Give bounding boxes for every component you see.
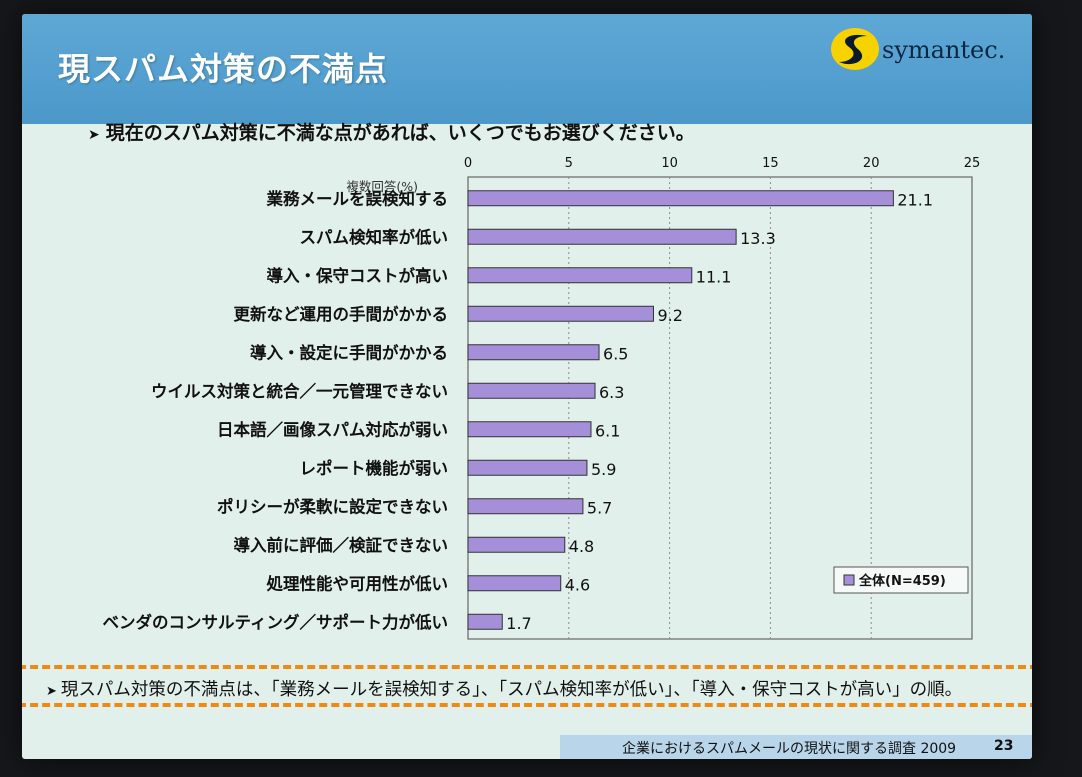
category-label: 業務メールを誤検知する <box>267 188 449 208</box>
category-label: ポリシーが柔軟に設定できない <box>217 496 448 516</box>
category-label: 更新など運用の手間がかかる <box>234 304 449 324</box>
slide-subtitle: ➤ 現在のスパム対策に不満な点があれば、いくつでもお選びください。 <box>88 118 695 145</box>
bar <box>467 305 654 322</box>
bullet-arrow-icon: ➤ <box>88 127 100 143</box>
bar <box>467 613 503 630</box>
slide-title: 現スパム対策の不満点 <box>58 50 389 88</box>
legend-swatch <box>843 574 855 586</box>
category-label: 導入前に評価／検証できない <box>234 535 449 555</box>
data-label: 4.8 <box>569 537 594 556</box>
bar <box>467 382 596 399</box>
category-label: レポート機能が弱い <box>300 458 449 478</box>
category-label: 導入・保守コストが高い <box>267 265 449 285</box>
category-label: スパム検知率が低い <box>300 227 449 247</box>
data-label: 6.3 <box>599 383 624 402</box>
legend-box <box>833 566 969 594</box>
footer-text: 企業におけるスパムメールの現状に関する調査 2009 <box>622 741 957 757</box>
subtitle-text: 現在のスパム対策に不満な点があれば、いくつでもお選びください。 <box>105 122 695 144</box>
category-label: ベンダのコンサルティング／サポート力が低い <box>102 612 448 632</box>
category-label: ウイルス対策と統合／一元管理できない <box>151 381 448 401</box>
bar <box>467 344 600 361</box>
brand-name: symantec. <box>882 36 1006 64</box>
data-label: 21.1 <box>897 190 933 209</box>
x-tick-label: 15 <box>762 156 779 171</box>
data-label: 6.1 <box>595 421 620 440</box>
data-label: 13.3 <box>740 229 776 248</box>
bar <box>467 536 566 553</box>
data-label: 5.9 <box>591 460 616 479</box>
category-label: 日本語／画像スパム対応が弱い <box>217 419 448 439</box>
footer-bar <box>560 735 1032 759</box>
data-label: 4.6 <box>565 575 590 594</box>
legend-label: 全体(N=459) <box>858 573 946 589</box>
summary-box: ➤ 現スパム対策の不満点は、「業務メールを誤検知する」、「スパム検知率が低い」、「… <box>22 665 1032 707</box>
summary-text: 現スパム対策の不満点は、「業務メールを誤検知する」、「スパム検知率が低い」、「導… <box>60 680 963 700</box>
unit-label: 複数回答(%) <box>346 179 418 194</box>
data-label: 6.5 <box>603 344 628 363</box>
symantec-logo-icon <box>831 28 879 70</box>
bar <box>467 459 588 476</box>
data-label: 5.7 <box>587 498 612 517</box>
summary-arrow-icon: ➤ <box>46 684 57 699</box>
bar <box>467 421 592 438</box>
data-label: 11.1 <box>696 267 732 286</box>
slide: 現スパム対策の不満点 symantec. ➤ 現在のスパム対策に不満な点があれば、… <box>22 14 1032 759</box>
x-tick-label: 0 <box>464 156 472 171</box>
data-label: 9.2 <box>657 306 682 325</box>
bar <box>467 267 693 284</box>
bar <box>467 498 584 515</box>
category-label: 導入・設定に手間がかかる <box>250 342 448 362</box>
x-tick-label: 20 <box>863 156 880 171</box>
x-tick-label: 10 <box>661 156 678 171</box>
bar <box>467 575 562 592</box>
x-tick-label: 5 <box>565 156 573 171</box>
bar <box>467 190 894 207</box>
bar-chart: 0 5 10 15 20 25 複数回答(%)業務メールを誤検知する 21.1 スパム検知率が低… <box>102 156 981 640</box>
category-label: 処理性能や可用性が低い <box>266 573 449 593</box>
plot-area <box>467 176 973 640</box>
data-label: 1.7 <box>506 614 531 633</box>
page-number: 23 <box>994 738 1014 754</box>
x-tick-label: 25 <box>964 156 981 171</box>
bar <box>467 228 737 245</box>
